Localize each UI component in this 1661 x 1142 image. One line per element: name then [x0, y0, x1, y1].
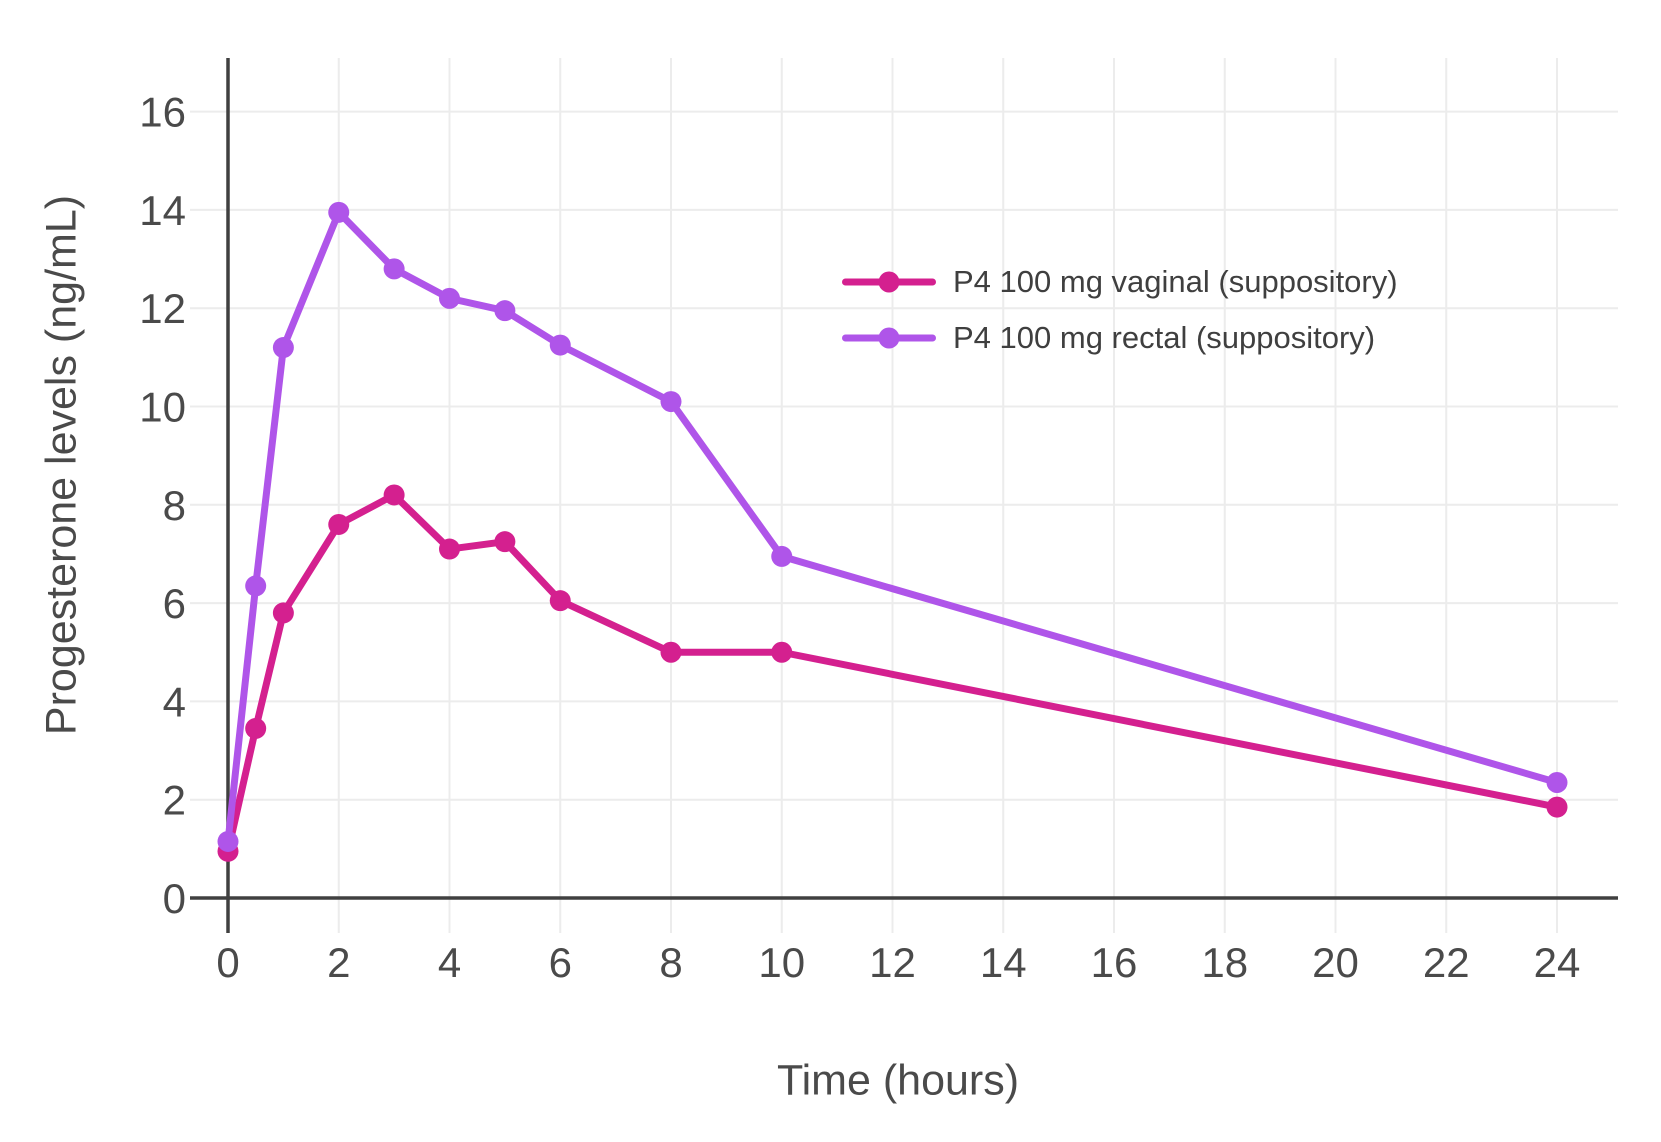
- data-point-marker: [328, 513, 350, 535]
- data-point-marker: [1546, 771, 1568, 793]
- x-tick-label: 22: [1423, 939, 1470, 986]
- x-tick-label: 16: [1091, 939, 1138, 986]
- data-point-marker: [549, 334, 571, 356]
- data-point-marker: [383, 258, 405, 280]
- data-point-marker: [245, 575, 267, 597]
- y-tick-label: 10: [139, 384, 186, 431]
- x-tick-label: 14: [980, 939, 1027, 986]
- x-tick-label: 2: [327, 939, 350, 986]
- y-tick-label: 16: [139, 89, 186, 136]
- legend-item-rectal: P4 100 mg rectal (suppository): [842, 319, 1398, 356]
- y-tick-label: 2: [163, 777, 186, 824]
- y-axis-title: Progesterone levels (ng/mL): [37, 194, 86, 736]
- data-point-marker: [660, 391, 682, 413]
- y-tick-label: 6: [163, 580, 186, 627]
- data-point-marker: [1546, 796, 1568, 818]
- data-point-marker: [328, 201, 350, 223]
- x-tick-label: 10: [758, 939, 805, 986]
- data-point-marker: [272, 337, 294, 359]
- y-tick-label: 8: [163, 482, 186, 529]
- data-point-marker: [217, 830, 239, 852]
- data-point-marker: [549, 590, 571, 612]
- x-tick-label: 24: [1534, 939, 1581, 986]
- data-point-marker: [272, 602, 294, 624]
- x-tick-label: 0: [216, 939, 239, 986]
- data-point-marker: [660, 641, 682, 663]
- x-tick-label: 18: [1201, 939, 1248, 986]
- x-tick-label: 4: [438, 939, 461, 986]
- x-axis-title: Time (hours): [776, 1056, 1020, 1105]
- legend-label-rectal: P4 100 mg rectal (suppository): [953, 319, 1376, 355]
- x-tick-label: 12: [869, 939, 916, 986]
- data-point-marker: [439, 287, 460, 309]
- data-point-marker: [439, 538, 460, 560]
- data-point-marker: [494, 531, 516, 553]
- data-point-marker: [383, 484, 405, 506]
- x-tick-label: 20: [1312, 939, 1359, 986]
- legend-marker-rectal-icon: [842, 326, 936, 350]
- data-point-marker: [245, 717, 267, 739]
- legend-item-vaginal: P4 100 mg vaginal (suppository): [842, 263, 1398, 300]
- y-tick-label: 14: [139, 187, 186, 234]
- y-tick-label: 4: [163, 678, 186, 725]
- data-point-marker: [494, 300, 516, 322]
- x-tick-label: 8: [659, 939, 682, 986]
- legend-marker-vaginal-icon: [842, 270, 936, 294]
- data-point-marker: [771, 641, 793, 663]
- y-tick-label: 0: [163, 875, 186, 922]
- legend-label-vaginal: P4 100 mg vaginal (suppository): [953, 263, 1398, 299]
- y-tick-label: 12: [139, 285, 186, 332]
- data-point-marker: [771, 545, 793, 567]
- chart-legend: P4 100 mg vaginal (suppository) P4 100 m…: [842, 263, 1398, 356]
- x-tick-label: 6: [549, 939, 572, 986]
